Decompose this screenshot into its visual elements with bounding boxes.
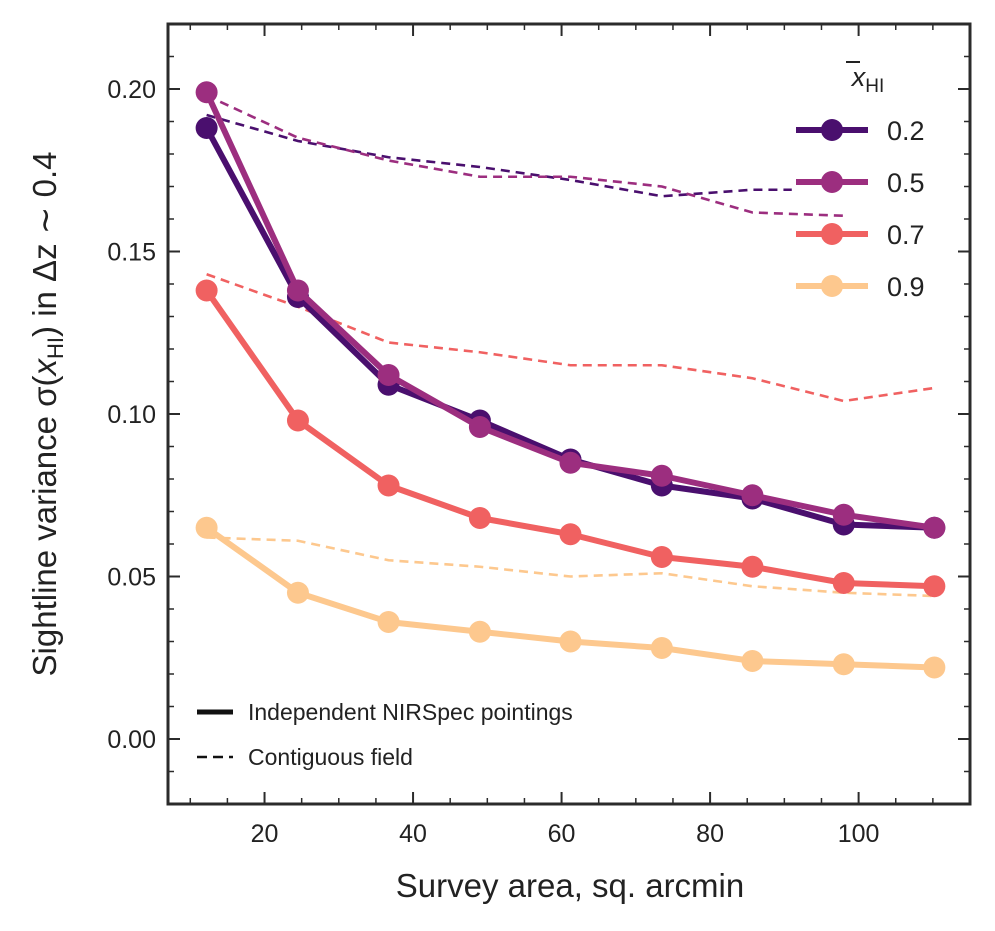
series-0.5-point [195, 81, 218, 104]
x-tick-label: 40 [399, 820, 427, 848]
series-0.7-point [923, 575, 946, 598]
series-0.7-point [286, 409, 309, 432]
series-0.5-contiguous-line [206, 94, 844, 218]
y-axis-title-suffix: ) in Δz ∼ 0.4 [26, 152, 63, 337]
series-0.5-point [650, 464, 673, 487]
x-tick-label: 60 [548, 820, 576, 848]
legend-title-sub: HI [865, 76, 884, 97]
axes: 20 40 60 80 100 0.00 0.05 0.10 0.15 0.20 [107, 22, 972, 848]
y-axis-title-sub: HI [43, 337, 68, 359]
series-0.5-point [377, 364, 400, 386]
style-legend-solid-label: Independent NIRSpec pointings [248, 699, 573, 725]
series-0.5-point [468, 416, 491, 438]
series-0.7-point [741, 555, 764, 578]
series-0.5-point [741, 484, 764, 507]
series-0.2-point [195, 117, 218, 139]
legend-marker-0.7 [821, 223, 843, 245]
legend-marker-0.5 [821, 171, 843, 193]
style-legend: Independent NIRSpec pointings Contiguous … [197, 699, 573, 770]
series-0.7-point [377, 474, 400, 497]
legend-label-0.5: 0.5 [887, 168, 925, 198]
series-0.9-point [286, 581, 309, 604]
series-0.5-point [923, 516, 946, 539]
series-0.9-point [468, 620, 491, 643]
series-0.5-point [559, 451, 582, 474]
legend-marker-0.9 [821, 275, 843, 297]
legend-label-0.2: 0.2 [887, 116, 925, 146]
series-0.9-point [195, 516, 218, 539]
x-tick-label: 100 [838, 820, 880, 848]
series-0.9-point [377, 611, 400, 633]
style-legend-dashed-label: Contiguous field [248, 744, 413, 770]
y-axis-title-prefix: Sightline variance σ( [26, 375, 63, 676]
x-tick-label: 20 [251, 820, 279, 848]
y-tick-label: 0.10 [107, 401, 156, 429]
series-0.9-point [923, 656, 946, 679]
y-tick-label: 0.00 [107, 726, 156, 754]
series-0.7-point [559, 523, 582, 546]
series-0.9-point [741, 650, 764, 672]
x-tick-label: 80 [696, 820, 724, 848]
series-0.9-point [832, 653, 855, 676]
series-0.7-point [468, 507, 491, 529]
y-tick-label: 0.15 [107, 239, 156, 267]
legend-title-var: x [850, 62, 867, 92]
y-tick-label: 0.20 [107, 76, 156, 104]
series-0.7-point [650, 546, 673, 568]
y-tick-label: 0.05 [107, 564, 156, 592]
series-0.9-point [559, 630, 582, 653]
series-0.7-point [832, 572, 855, 594]
series-0.7-point [195, 279, 218, 302]
series-0.9-point [650, 637, 673, 659]
legend-title: xHI [850, 62, 885, 97]
x-axis-title: Survey area, sq. arcmin [396, 867, 744, 904]
series-0.7-contiguous-line [206, 273, 935, 403]
legend-marker-0.2 [821, 119, 843, 141]
plot-area [195, 81, 946, 679]
series-0.2-contiguous-line [206, 113, 792, 198]
series-0.5-point [286, 279, 309, 302]
y-axis-title: Sightline variance σ(xHI) in Δz ∼ 0.4 [26, 152, 68, 677]
series-0.9-contiguous-line [206, 536, 935, 598]
legend-label-0.7: 0.7 [887, 220, 925, 250]
y-axis-title-var: x [26, 357, 63, 377]
series-0.5-point [832, 503, 855, 526]
legend-label-0.9: 0.9 [887, 272, 925, 302]
